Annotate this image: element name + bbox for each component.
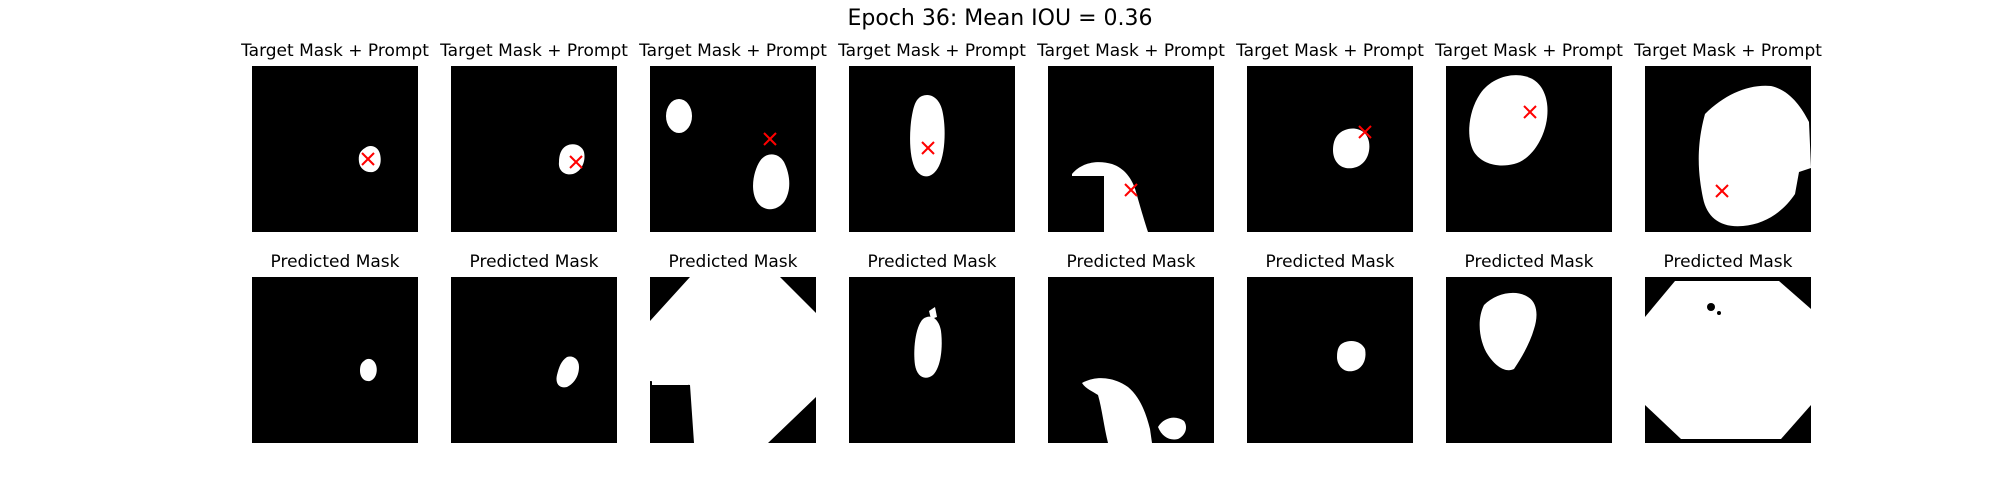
predicted-panel-7: Predicted Mask (1446, 251, 1612, 446)
target-mask-image (1645, 66, 1811, 232)
prompt-marker-icon (1715, 184, 1729, 198)
target-mask-image (1247, 66, 1413, 232)
target-panel-1: Target Mask + Prompt (241, 40, 429, 235)
target-mask-image (1446, 66, 1612, 232)
target-mask-image (1048, 66, 1214, 232)
predicted-panel-6: Predicted Mask (1247, 251, 1413, 446)
panel-title: Target Mask + Prompt (1634, 41, 1822, 61)
panel-title: Predicted Mask (1464, 252, 1594, 272)
panel-title: Target Mask + Prompt (1236, 41, 1424, 61)
predicted-mask-image (1048, 277, 1214, 443)
panel-title: Predicted Mask (668, 252, 798, 272)
predicted-panel-1: Predicted Mask (252, 251, 418, 446)
panel-title: Predicted Mask (1663, 252, 1793, 272)
target-mask-image (650, 66, 816, 232)
predicted-mask-image (1247, 277, 1413, 443)
prompt-marker-icon (1358, 125, 1372, 139)
figure-title: Epoch 36: Mean IOU = 0.36 (847, 6, 1153, 31)
predicted-panel-8: Predicted Mask (1645, 251, 1811, 446)
predicted-mask-image (650, 277, 816, 443)
target-panel-4: Target Mask + Prompt (838, 40, 1026, 235)
target-mask-image (252, 66, 418, 232)
prompt-marker-icon (569, 155, 583, 169)
predicted-panel-2: Predicted Mask (451, 251, 617, 446)
target-mask-image (849, 66, 1015, 232)
predicted-mask-image (849, 277, 1015, 443)
target-panel-6: Target Mask + Prompt (1236, 40, 1424, 235)
prompt-marker-icon (763, 132, 777, 146)
panel-title: Target Mask + Prompt (639, 41, 827, 61)
panel-title: Predicted Mask (1265, 252, 1395, 272)
target-panel-8: Target Mask + Prompt (1634, 40, 1822, 235)
predicted-row: Predicted Mask Predicted Mask Predicted … (0, 251, 2000, 446)
prompt-marker-icon (1523, 105, 1537, 119)
panel-title: Predicted Mask (1066, 252, 1196, 272)
predicted-panel-5: Predicted Mask (1048, 251, 1214, 446)
target-panel-7: Target Mask + Prompt (1435, 40, 1623, 235)
predicted-mask-image (451, 277, 617, 443)
panel-title: Target Mask + Prompt (1037, 41, 1225, 61)
prompt-marker-icon (361, 152, 375, 166)
target-panel-5: Target Mask + Prompt (1037, 40, 1225, 235)
target-panel-2: Target Mask + Prompt (440, 40, 628, 235)
predicted-mask-image (1645, 277, 1811, 443)
panel-title: Target Mask + Prompt (1435, 41, 1623, 61)
prompt-marker-icon (921, 141, 935, 155)
prompt-marker-icon (1124, 183, 1138, 197)
target-panel-3: Target Mask + Prompt (639, 40, 827, 235)
target-row: Target Mask + Prompt Target Mask + Promp… (0, 40, 2000, 235)
panel-title: Predicted Mask (867, 252, 997, 272)
predicted-mask-image (252, 277, 418, 443)
panel-title: Target Mask + Prompt (440, 41, 628, 61)
panel-title: Target Mask + Prompt (838, 41, 1026, 61)
panel-title: Predicted Mask (270, 252, 400, 272)
panel-title: Predicted Mask (469, 252, 599, 272)
panel-title: Target Mask + Prompt (241, 41, 429, 61)
predicted-mask-image (1446, 277, 1612, 443)
predicted-panel-4: Predicted Mask (849, 251, 1015, 446)
target-mask-image (451, 66, 617, 232)
predicted-panel-3: Predicted Mask (650, 251, 816, 446)
